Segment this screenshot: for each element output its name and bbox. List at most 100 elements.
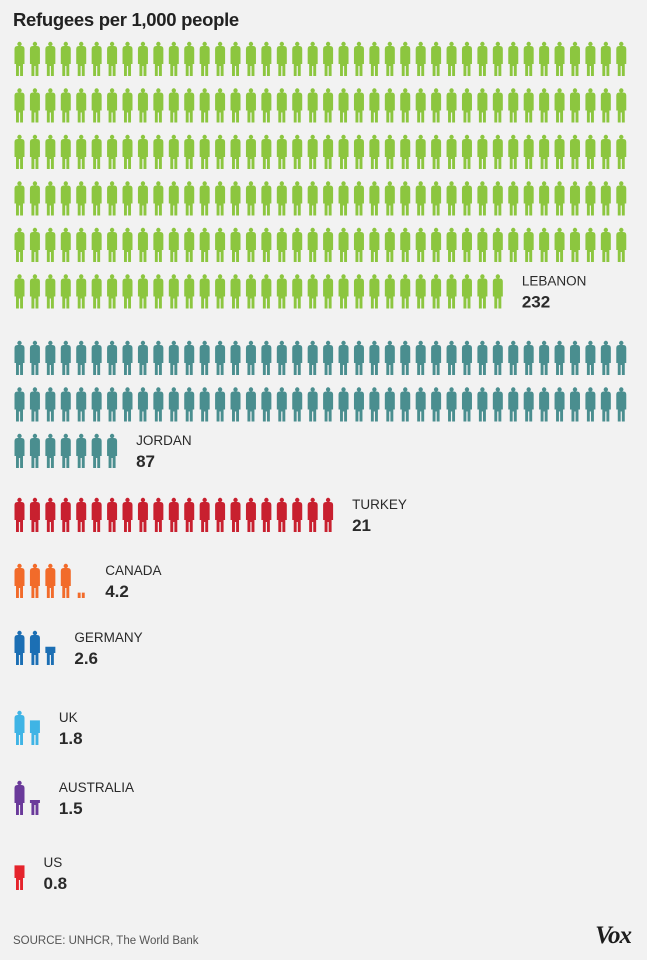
person-icon-head [341,181,346,186]
person-icon-head [48,497,53,503]
person-icon [215,46,226,76]
country-group-turkey: TURKEY 21 [14,497,407,535]
person-icon-head [449,227,454,233]
person-icon-head [32,134,38,140]
person-icon-head [495,134,501,140]
person-icon-head [588,134,593,140]
person-icon-head [17,856,21,860]
person-icon [492,345,503,375]
person-icon-head [325,181,331,186]
person-icon-head [449,274,454,279]
person-icon-head [279,227,285,233]
person-icon-head [233,274,238,279]
person-icon [585,232,596,262]
person-icon-head [17,710,22,716]
person-icon-head [156,41,161,47]
person-icon-head [603,181,609,186]
person-icon [245,185,256,216]
person-icon-head [156,340,161,346]
person-icon [230,139,241,169]
person-icon-head [17,497,22,503]
person-icon [29,46,40,76]
person-icon [569,92,580,123]
person-icon-head [109,41,115,47]
person-icon [76,278,87,309]
person-icon [384,46,395,76]
person-icon [369,139,380,169]
person-icon [261,139,272,169]
person-icon [292,345,303,375]
person-icon [245,92,256,123]
person-icon-head [325,387,331,392]
person-icon-head [109,497,115,503]
person-icon-head [433,181,439,186]
person-icon-head [418,340,423,346]
person-icon [137,232,148,262]
person-icon-head [310,88,315,93]
person-icon-head [433,134,439,140]
person-icon [122,185,133,216]
country-label: JORDAN [136,433,192,448]
person-icon [199,391,210,422]
person-icon-head [140,181,146,186]
person-icon-head [310,181,315,186]
person-icon-head [32,181,38,186]
person-icon-head [372,41,377,47]
person-icon-head [79,387,84,392]
person-icon [76,92,87,123]
person-icon [508,391,519,422]
person-icon [616,232,627,262]
person-icon-head [418,88,423,93]
person-icon [153,345,164,375]
person-icon-head [341,41,346,47]
person-icon [45,345,56,375]
person-icon-head [279,134,285,140]
person-icon [29,278,40,309]
person-icon [554,232,565,262]
person-icon [184,232,195,262]
person-icon-head [125,340,130,346]
person-icon [585,185,596,216]
person-icon [461,92,472,123]
person-icon [29,720,40,745]
person-icon-head [171,134,176,140]
person-icon [492,92,503,123]
person-icon-head [264,134,269,140]
person-icon-head [94,227,99,233]
person-icon-head [480,227,485,233]
person-icon [307,232,318,262]
person-icon [369,278,380,309]
person-icon [153,185,164,216]
person-icon [600,139,611,169]
person-icon-head [279,88,285,93]
person-icon [338,185,349,216]
country-group-jordan: JORDAN 87 [14,340,627,471]
person-icon-head [156,134,161,140]
person-icon-head [603,41,609,47]
person-icon-head [341,274,346,279]
person-icon-head [217,340,223,346]
person-icon-head [156,181,161,186]
person-icon-head [356,274,362,279]
person-icon-head [94,41,99,47]
person-icon [539,92,550,123]
person-icon [215,185,226,216]
person-icon-head [94,181,99,186]
person-icon-head [403,227,408,233]
person-icon-head [464,88,470,93]
person-icon [307,278,318,309]
person-icon-head [171,227,176,233]
person-icon [446,232,457,262]
person-icon-head [63,387,68,392]
person-icon-head [248,274,254,279]
country-value: 1.8 [59,729,83,748]
person-icon-head [495,227,501,233]
person-icon-head [418,274,423,279]
person-icon-head [125,134,130,140]
person-icon [523,92,534,123]
person-icon [446,185,457,216]
person-icon-head [63,274,68,279]
person-icon-head [480,274,485,279]
person-icon [199,139,210,169]
person-icon [492,185,503,216]
